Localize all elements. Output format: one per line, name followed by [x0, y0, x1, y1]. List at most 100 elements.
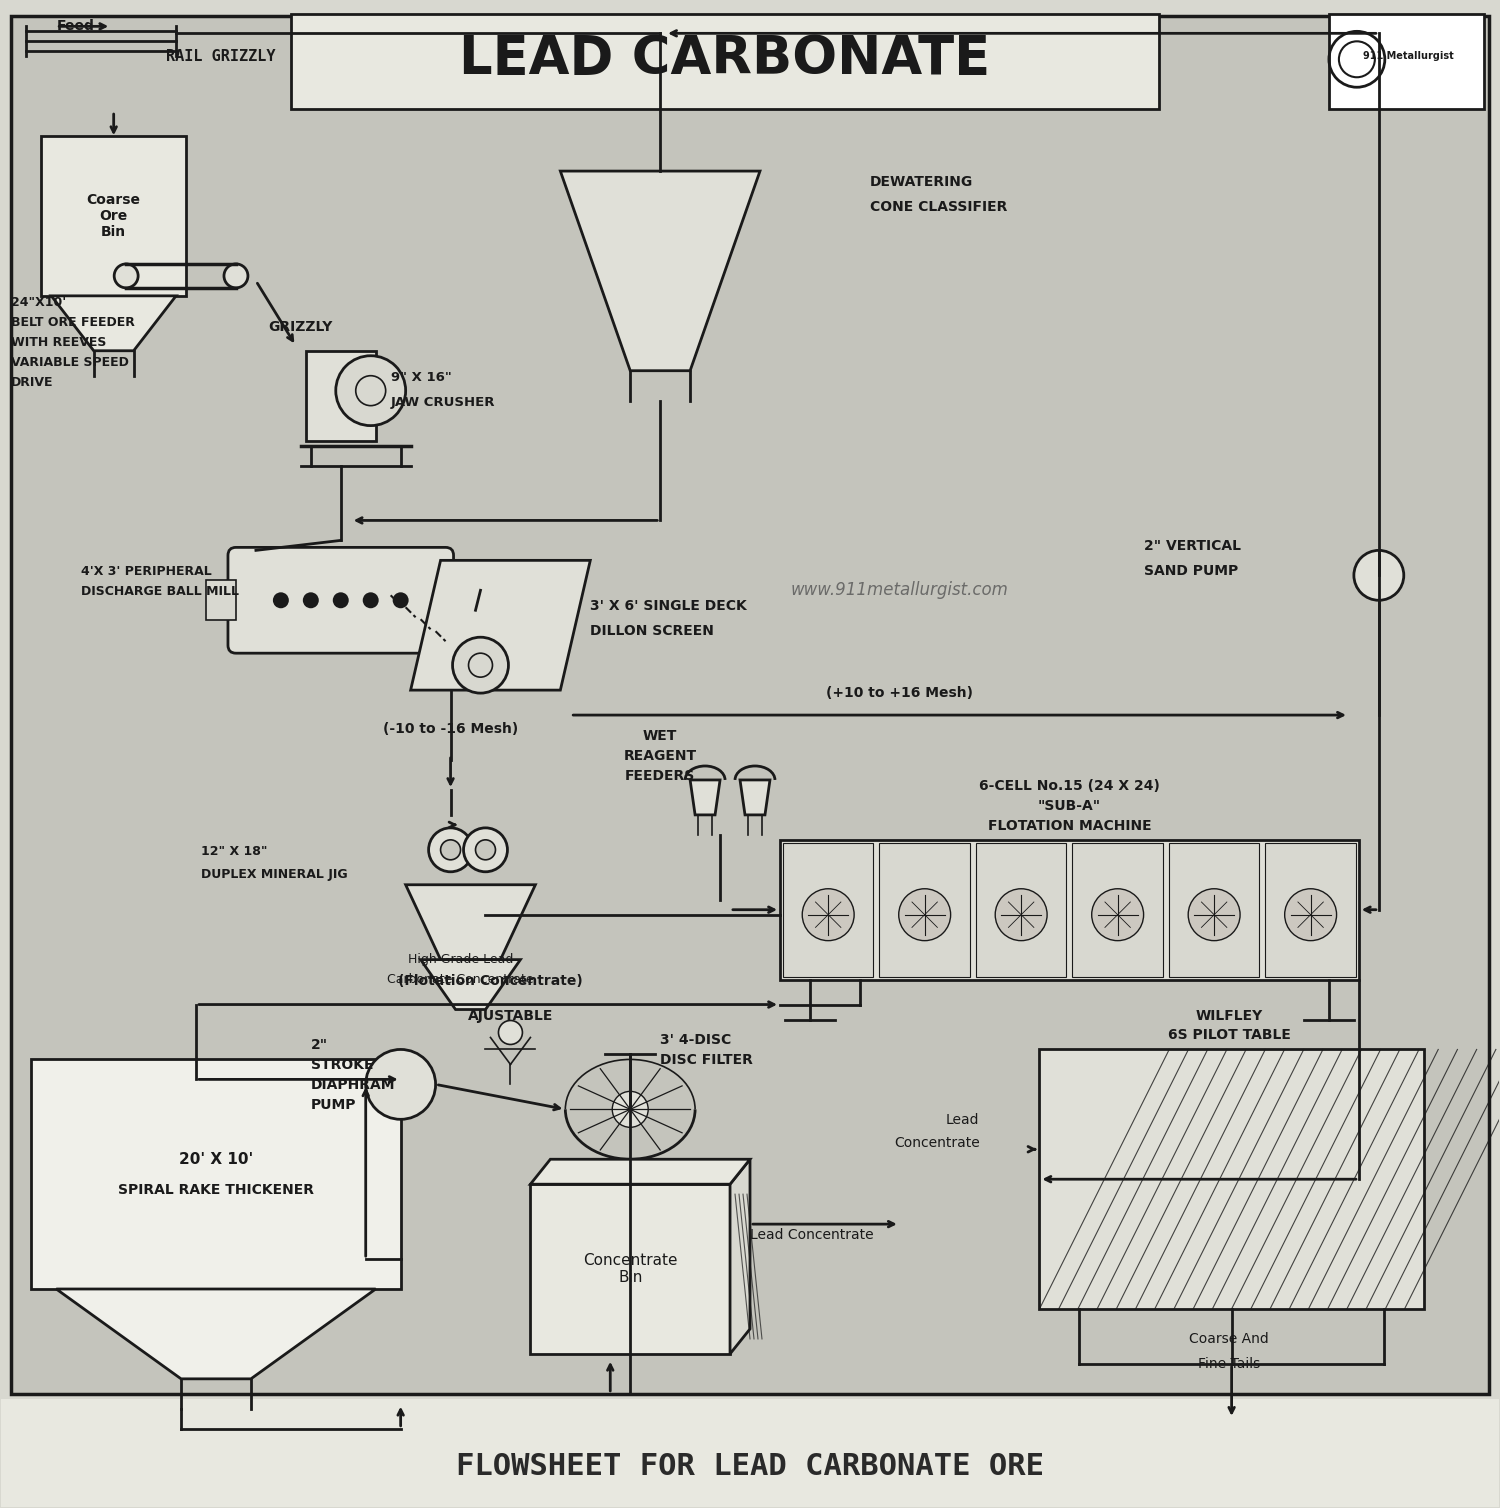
Text: WILFLEY: WILFLEY [1196, 1009, 1263, 1022]
Text: (Flotation Concentrate): (Flotation Concentrate) [398, 974, 584, 988]
Text: CONE CLASSIFIER: CONE CLASSIFIER [870, 201, 1006, 214]
Bar [780, 840, 1359, 980]
Polygon shape [730, 1160, 750, 1354]
Text: 24"X10': 24"X10' [12, 296, 66, 309]
Text: 2" VERTICAL: 2" VERTICAL [1144, 540, 1242, 553]
Text: LEAD CARBONATE: LEAD CARBONATE [459, 33, 990, 86]
Text: BELT ORE FEEDER: BELT ORE FEEDER [12, 315, 135, 329]
Polygon shape [405, 885, 536, 959]
Text: STROKE: STROKE [310, 1059, 374, 1072]
Bar [1040, 1050, 1424, 1309]
Text: 3' X 6' SINGLE DECK: 3' X 6' SINGLE DECK [591, 599, 747, 614]
Polygon shape [740, 780, 770, 814]
Circle shape [441, 840, 460, 860]
Polygon shape [411, 561, 591, 691]
Text: VARIABLE SPEED: VARIABLE SPEED [12, 356, 129, 369]
Circle shape [1354, 550, 1404, 600]
Circle shape [1188, 888, 1240, 941]
Text: Coarse
Ore
Bin: Coarse Ore Bin [87, 193, 141, 240]
Text: RAIL GRIZZLY: RAIL GRIZZLY [166, 48, 276, 63]
Circle shape [114, 264, 138, 288]
Bar [1168, 843, 1260, 977]
Circle shape [453, 638, 509, 694]
Text: 20' X 10': 20' X 10' [178, 1152, 254, 1167]
Text: FLOWSHEET FOR LEAD CARBONATE ORE: FLOWSHEET FOR LEAD CARBONATE ORE [456, 1452, 1044, 1481]
Bar [1072, 843, 1162, 977]
Bar [783, 843, 873, 977]
Text: DISC FILTER: DISC FILTER [660, 1054, 753, 1068]
Text: FEEDERS: FEEDERS [626, 769, 696, 783]
Bar [531, 1184, 730, 1354]
Text: Carbonate Concentrate: Carbonate Concentrate [387, 973, 534, 986]
Text: SPIRAL RAKE THICKENER: SPIRAL RAKE THICKENER [118, 1184, 314, 1197]
Text: (+10 to +16 Mesh): (+10 to +16 Mesh) [827, 686, 974, 700]
Circle shape [429, 828, 472, 872]
Bar [1329, 15, 1484, 109]
Circle shape [802, 888, 853, 941]
Text: FLOTATION MACHINE: FLOTATION MACHINE [987, 819, 1150, 832]
Text: REAGENT: REAGENT [624, 749, 696, 763]
Circle shape [994, 888, 1047, 941]
Bar [206, 581, 236, 620]
Circle shape [303, 593, 320, 608]
Text: DUPLEX MINERAL JIG: DUPLEX MINERAL JIG [201, 867, 348, 881]
Bar [42, 136, 186, 296]
Text: Lead: Lead [946, 1113, 980, 1128]
Bar [446, 581, 476, 620]
Bar [1266, 843, 1356, 977]
FancyBboxPatch shape [228, 547, 453, 653]
Polygon shape [561, 170, 760, 371]
Circle shape [224, 264, 248, 288]
Text: "SUB-A": "SUB-A" [1038, 799, 1101, 813]
Text: 4'X 3' PERIPHERAL: 4'X 3' PERIPHERAL [81, 566, 212, 579]
Bar [32, 1060, 401, 1289]
Circle shape [476, 840, 495, 860]
Text: High Grade Lead: High Grade Lead [408, 953, 513, 967]
Bar [2, 1399, 1498, 1506]
Text: Concentrate: Concentrate [894, 1136, 980, 1151]
Text: 6-CELL No.15 (24 X 24): 6-CELL No.15 (24 X 24) [980, 780, 1160, 793]
Text: 6S PILOT TABLE: 6S PILOT TABLE [1167, 1028, 1290, 1042]
Text: 12" X 18": 12" X 18" [201, 844, 267, 858]
Circle shape [464, 828, 507, 872]
Bar [306, 351, 375, 440]
Text: PUMP: PUMP [310, 1098, 357, 1113]
Text: Concentrate
Bin: Concentrate Bin [584, 1253, 678, 1285]
Text: Fine Tails: Fine Tails [1198, 1357, 1260, 1371]
Text: SAND PUMP: SAND PUMP [1144, 564, 1239, 579]
Circle shape [356, 375, 386, 406]
Text: AJUSTABLE: AJUSTABLE [468, 1009, 554, 1022]
Text: DILLON SCREEN: DILLON SCREEN [591, 624, 714, 638]
Text: DISCHARGE BALL MILL: DISCHARGE BALL MILL [81, 585, 239, 599]
Polygon shape [531, 1160, 750, 1184]
Text: DRIVE: DRIVE [12, 375, 54, 389]
Text: 2": 2" [310, 1039, 328, 1053]
Text: DEWATERING: DEWATERING [870, 175, 974, 188]
Circle shape [336, 356, 405, 425]
Text: DIAPHRAM: DIAPHRAM [310, 1078, 396, 1092]
Circle shape [363, 593, 378, 608]
Circle shape [1284, 888, 1336, 941]
Circle shape [366, 1050, 435, 1119]
Text: 3' 4-DISC: 3' 4-DISC [660, 1033, 732, 1048]
Circle shape [273, 593, 290, 608]
Text: Coarse And: Coarse And [1190, 1332, 1269, 1347]
Circle shape [498, 1021, 522, 1045]
Text: www.911metallurgist.com: www.911metallurgist.com [790, 581, 1008, 599]
Text: Lead Concentrate: Lead Concentrate [750, 1228, 873, 1243]
Text: JAW CRUSHER: JAW CRUSHER [390, 395, 495, 409]
Polygon shape [420, 959, 520, 1009]
Polygon shape [51, 296, 176, 351]
Bar [879, 843, 971, 977]
Bar [976, 843, 1066, 977]
Text: WET: WET [644, 728, 678, 743]
Text: (-10 to -16 Mesh): (-10 to -16 Mesh) [382, 722, 518, 736]
Text: Feed: Feed [57, 20, 94, 33]
Polygon shape [690, 780, 720, 814]
Text: 9" X 16": 9" X 16" [390, 371, 452, 383]
Polygon shape [57, 1289, 375, 1378]
Circle shape [898, 888, 951, 941]
Circle shape [333, 593, 348, 608]
Bar [291, 15, 1160, 109]
Text: 911 Metallurgist: 911 Metallurgist [1364, 51, 1454, 62]
